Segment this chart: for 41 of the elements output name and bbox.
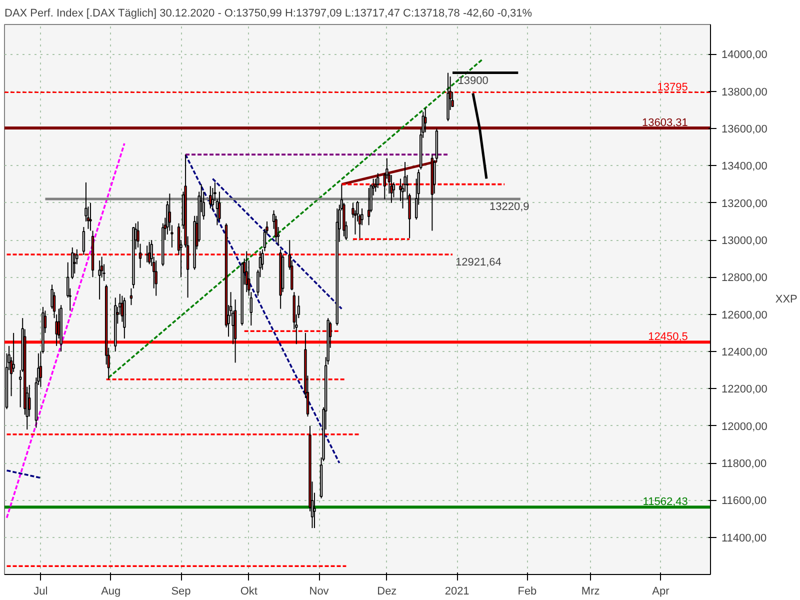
candlestick bbox=[154, 260, 158, 296]
x-tick-label: 2021 bbox=[444, 586, 470, 598]
y-tick-label: 12000,00 bbox=[722, 420, 768, 433]
candlestick bbox=[376, 172, 380, 189]
x-tick-label: Aug bbox=[101, 586, 121, 598]
y-tick-label: 11600,00 bbox=[722, 495, 767, 508]
x-tick-label: Okt bbox=[240, 586, 258, 598]
candlestick bbox=[82, 226, 86, 256]
annotation: 13220,9 bbox=[489, 200, 530, 213]
ref-line-label: 12450,5 bbox=[648, 331, 688, 344]
x-tick-label: Mrz bbox=[581, 586, 600, 598]
candlestick bbox=[209, 186, 212, 209]
annotation: 12921,64 bbox=[456, 256, 502, 269]
candlestick bbox=[367, 188, 370, 226]
ref-line-label: 13795 bbox=[657, 81, 688, 94]
y-tick-label: 12600,00 bbox=[722, 309, 768, 322]
x-tick-label: Sep bbox=[171, 586, 191, 598]
ref-line-label: 13603,31 bbox=[642, 116, 688, 129]
y-tick-label: 11400,00 bbox=[722, 532, 767, 544]
candlestick bbox=[218, 191, 221, 222]
y-tick-label: 12400,00 bbox=[722, 346, 768, 359]
candlestick bbox=[130, 288, 133, 306]
y-tick-label: 14000,00 bbox=[722, 49, 768, 62]
x-tick-label: Dez bbox=[377, 586, 397, 598]
x-tick-label: Feb bbox=[518, 586, 537, 598]
y-tick-label: 11800,00 bbox=[722, 458, 767, 470]
x-tick-label: Apr bbox=[652, 586, 670, 598]
y-tick-label: 13400,00 bbox=[722, 160, 768, 173]
y-axis-title: XXP bbox=[775, 294, 798, 306]
y-tick-label: 13000,00 bbox=[722, 235, 768, 248]
chart-title: DAX Perf. Index [.DAX Täglich] 30.12.2020 - O:13750,99 H:13797,09 L:13717,47 C:13718,78 -42,60 -0,31% bbox=[4, 8, 532, 20]
x-tick-label: Nov bbox=[309, 586, 330, 598]
y-tick-label: 12200,00 bbox=[722, 384, 768, 396]
ref-line-label: 11562,43 bbox=[642, 496, 688, 508]
x-tick-label: Jul bbox=[34, 586, 48, 598]
y-tick-label: 13800,00 bbox=[722, 86, 768, 98]
y-tick-label: 12800,00 bbox=[722, 272, 768, 284]
annotation: 13900 bbox=[458, 74, 488, 87]
candlestick bbox=[89, 202, 92, 232]
y-tick-label: 13600,00 bbox=[722, 124, 768, 136]
y-tick-label: 13200,00 bbox=[722, 198, 768, 210]
